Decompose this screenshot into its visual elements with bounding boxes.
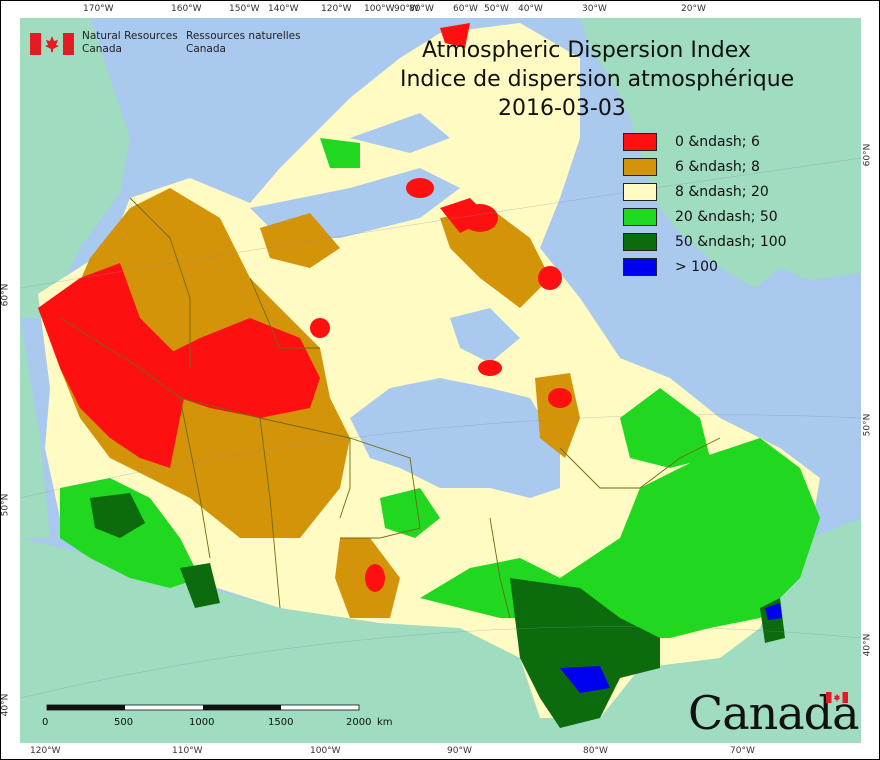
agency-name-fr-line1: Ressources naturelles: [186, 30, 301, 42]
scale-label-1000: 1000: [189, 717, 215, 728]
agency-name-en-line2: Canada: [82, 43, 122, 55]
map-title: Atmospheric Dispersion Index Indice de d…: [400, 36, 840, 123]
zone-20-50-labrador: [620, 388, 710, 468]
scale-label-2000: 2000: [346, 717, 372, 728]
usa-land: [20, 518, 861, 743]
graticule-bottom-label: 90°W: [447, 746, 472, 756]
graticule-left-label: 40°N: [0, 693, 11, 717]
zone-6-8-north: [260, 213, 340, 268]
zone-0-6-spot-1: [538, 266, 562, 290]
zone-0-6-spot-2: [478, 360, 502, 376]
legend-item: > 100: [623, 258, 823, 276]
graticule-top-label: 50°W: [484, 4, 509, 14]
graticule-right-label: 60°N: [862, 143, 873, 167]
graticule-top-label: 140°W: [268, 4, 299, 14]
zone-0-6-nwt: [160, 318, 320, 418]
agency-name-en-line1: Natural Resources: [82, 30, 178, 42]
legend-label: 8 &ndash; 20: [675, 184, 769, 200]
graticule-top-label: 90°W: [394, 4, 419, 14]
graticule-top-label: 80°W: [409, 4, 434, 14]
graticule-top-label: 40°W: [518, 4, 543, 14]
graticule-top-label: 60°W: [453, 4, 478, 14]
legend-label: 20 &ndash; 50: [675, 209, 778, 225]
zone-0-6-yukon: [38, 263, 190, 468]
legend-swatch: [623, 233, 657, 251]
graticule-lines: [20, 157, 861, 699]
alaska-west-coast: [20, 318, 50, 538]
legend-item: 50 &ndash; 100: [623, 233, 823, 251]
zone-20-50-hudson: [380, 488, 440, 538]
zone-50-100-bc: [90, 493, 145, 538]
hudson-bay: [350, 378, 560, 498]
zone-0-6-spot-4: [310, 318, 330, 338]
graticule-top-label: 100°W: [364, 4, 395, 14]
graticule-top-label: 20°W: [681, 4, 706, 14]
graticule-top-label: 160°W: [171, 4, 202, 14]
graticule-bottom-label: 80°W: [583, 746, 608, 756]
arctic-channel-2: [350, 113, 450, 153]
legend-item: 20 &ndash; 50: [623, 208, 823, 226]
legend-swatch: [623, 183, 657, 201]
graticule-right-label: 40°N: [862, 633, 873, 657]
map-title-english: Atmospheric Dispersion Index: [422, 38, 751, 63]
zone-6-8-baffin: [440, 208, 550, 308]
legend-swatch: [623, 208, 657, 226]
graticule-bottom-label: 100°W: [310, 746, 341, 756]
zone-20-50-arctic: [320, 138, 360, 168]
legend-swatch: [623, 258, 657, 276]
legend-item: 0 &ndash; 6: [623, 133, 823, 151]
legend-label: 6 &ndash; 8: [675, 159, 760, 175]
foxe-basin: [450, 308, 520, 363]
graticule-top-label: 120°W: [321, 4, 352, 14]
zone-0-6-spot-5: [365, 564, 385, 592]
scale-bar: [46, 704, 360, 711]
graticule-top-label: 150°W: [229, 4, 260, 14]
zone-50-100-ontario: [510, 578, 660, 728]
zone-0-6-spot-3: [548, 388, 572, 408]
zone-0-6-ellesmere: [440, 23, 470, 48]
legend-label: 50 &ndash; 100: [675, 234, 787, 250]
zone-gt-100-ontario: [560, 666, 610, 693]
graticule-right-label: 50°N: [862, 413, 873, 437]
zone-50-100-rockies: [180, 563, 220, 608]
graticule-bottom-label: 120°W: [30, 746, 61, 756]
greenland-land: [580, 18, 861, 288]
graticule-top-label: 170°W: [83, 4, 114, 14]
agency-name-en: Natural Resources Canada: [82, 30, 178, 56]
alaska-land: [20, 18, 130, 318]
graticule-bottom-label: 110°W: [172, 746, 203, 756]
map-svg: [20, 18, 861, 743]
agency-name-fr: Ressources naturelles Canada: [186, 30, 301, 56]
scale-unit: km: [377, 717, 393, 728]
map-title-french: Indice de dispersion atmosphérique: [400, 67, 795, 92]
graticule-left-label: 50°N: [0, 493, 11, 517]
canada-flag-icon: [30, 33, 74, 55]
map-canvas: [20, 18, 861, 743]
scale-label-0: 0: [42, 717, 49, 728]
agency-name-fr-line2: Canada: [186, 43, 226, 55]
wordmark-flag-icon: [826, 692, 848, 703]
map-date: 2016-03-03: [498, 96, 626, 121]
zone-0-6-spot-6: [406, 178, 434, 198]
zone-gt-100-maritimes: [765, 603, 782, 620]
legend-label: > 100: [675, 259, 718, 275]
legend-item: 6 &ndash; 8: [623, 158, 823, 176]
scale-label-500: 500: [114, 717, 134, 728]
graticule-bottom-label: 70°W: [730, 746, 755, 756]
graticule-top-label: 30°W: [582, 4, 607, 14]
scale-label-1500: 1500: [268, 717, 294, 728]
legend-swatch: [623, 133, 657, 151]
graticule-left-label: 60°N: [0, 283, 11, 307]
legend-swatch: [623, 158, 657, 176]
zone-0-6-spot-7: [462, 204, 498, 232]
legend-label: 0 &ndash; 6: [675, 134, 760, 150]
legend-item: 8 &ndash; 20: [623, 183, 823, 201]
